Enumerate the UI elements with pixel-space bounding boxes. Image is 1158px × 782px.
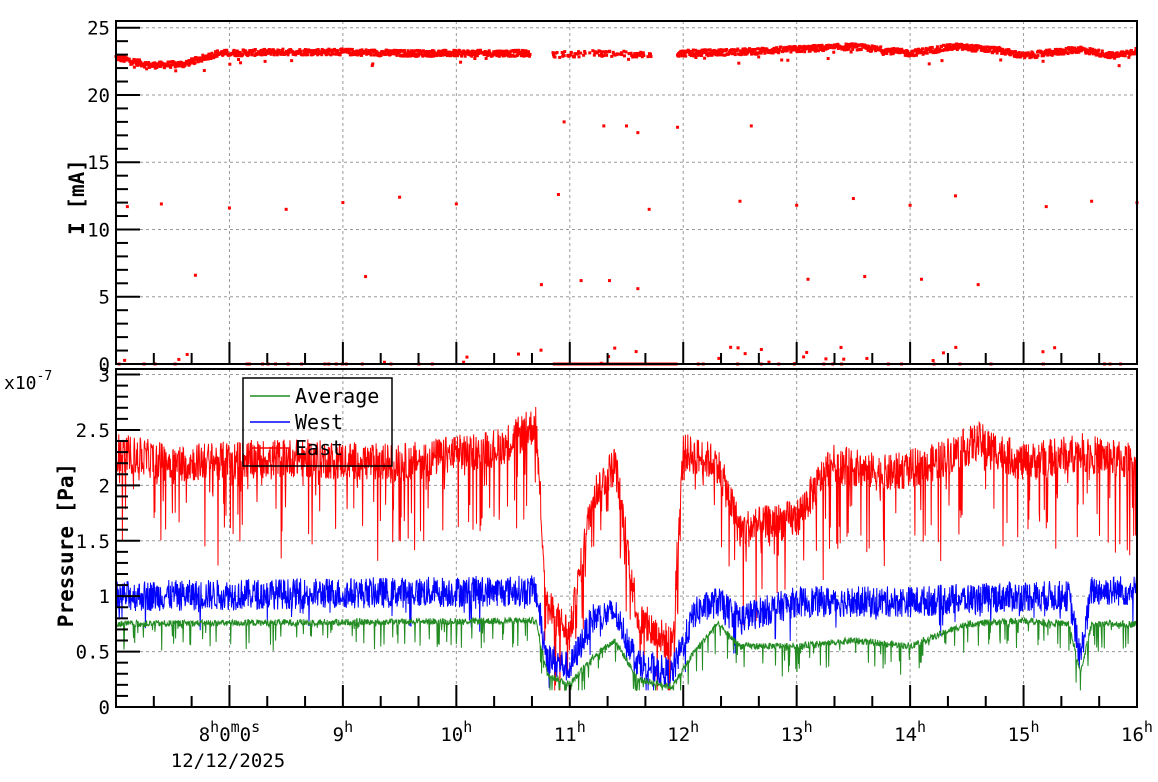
time-tick-16: 16h: [1121, 718, 1153, 746]
time-tick-12: 12h: [667, 718, 699, 746]
svg-text:15: 15: [87, 152, 110, 174]
top-pane-grid: [116, 21, 1138, 365]
date-label: 12/12/2025: [171, 750, 285, 772]
legend-box: [242, 377, 393, 467]
time-axis-labels: 8h0m0s 9h 10h 11h 12h 13h 14h 15h 16h: [199, 718, 1153, 746]
svg-text:25: 25: [87, 18, 110, 40]
time-tick-15: 15h: [1008, 718, 1040, 746]
time-tick-9: 9h: [333, 718, 353, 746]
svg-text:2: 2: [99, 475, 110, 497]
pressure-multiplier: x10-7: [4, 369, 52, 394]
svg-text:0: 0: [99, 354, 110, 376]
time-tick-11: 11h: [554, 718, 586, 746]
svg-text:1.5: 1.5: [76, 531, 110, 553]
svg-text:3: 3: [99, 365, 110, 387]
svg-text:1: 1: [99, 586, 110, 608]
time-tick-13: 13h: [781, 718, 813, 746]
current-series: [114, 42, 1139, 366]
pressure-axis-title: Pressure [Pa]: [54, 463, 78, 627]
legend: Average West East: [242, 377, 393, 467]
time-tick-8: 8h0m0s: [199, 718, 260, 746]
svg-text:0: 0: [99, 697, 110, 719]
current-axis-title: I [mA]: [65, 159, 89, 235]
svg-text:20: 20: [87, 85, 110, 107]
time-tick-14: 14h: [894, 718, 926, 746]
svg-text:2.5: 2.5: [76, 420, 110, 442]
plot-frames: [115, 20, 1138, 708]
legend-west-label: West: [295, 410, 343, 434]
svg-text:5: 5: [99, 287, 110, 309]
legend-average-label: Average: [295, 384, 379, 408]
svg-text:0.5: 0.5: [76, 642, 110, 664]
legend-east-label: East: [295, 436, 343, 460]
svg-text:10: 10: [87, 219, 110, 241]
axis-ticks: 0 5 10 15 20 25 0 0.5 1 1.5 2 2.5 3: [76, 18, 1138, 719]
pressure-series: [115, 406, 1138, 691]
time-tick-10: 10h: [440, 718, 472, 746]
